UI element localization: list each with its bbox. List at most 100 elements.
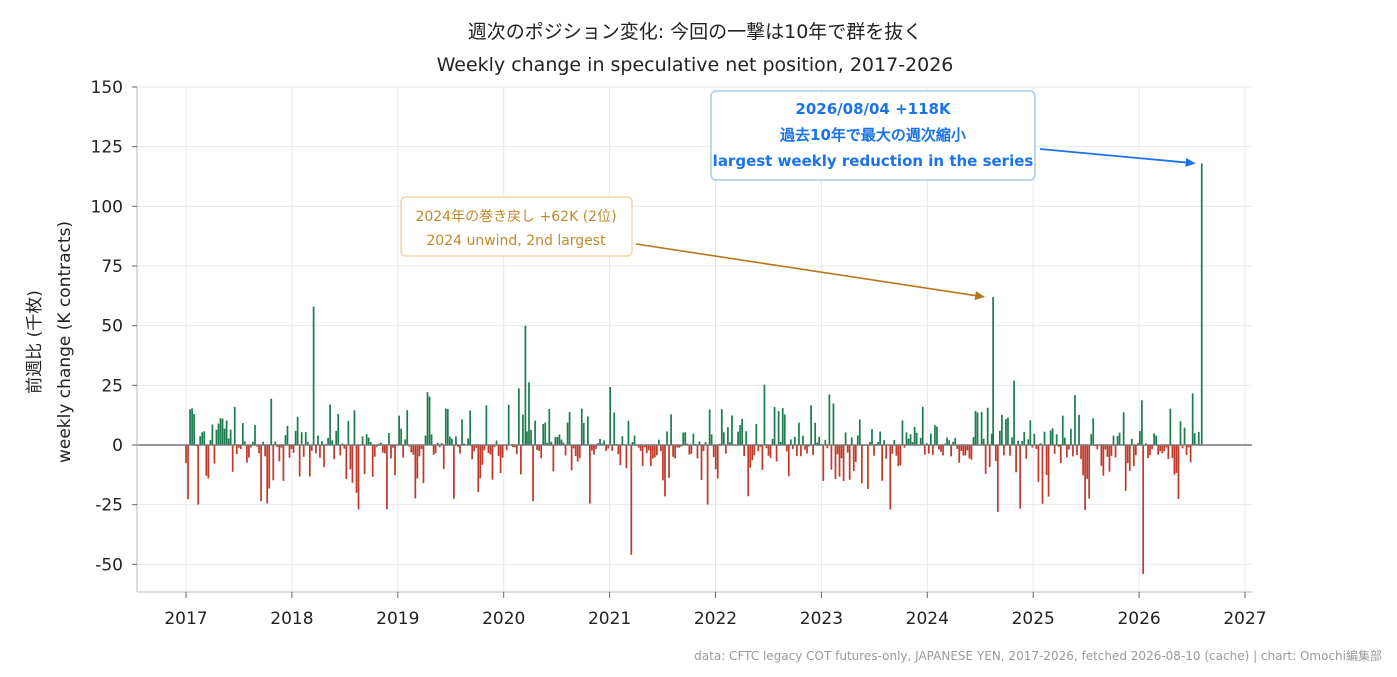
bar: [759, 445, 762, 447]
bar: [982, 438, 985, 445]
bar: [323, 445, 325, 468]
bar: [418, 445, 421, 457]
bar: [666, 431, 668, 445]
bar: [763, 384, 766, 445]
bar: [215, 429, 218, 445]
bar: [237, 445, 240, 448]
bar: [913, 426, 916, 445]
bar: [787, 445, 790, 477]
bar: [254, 425, 256, 445]
bar: [524, 325, 527, 445]
bar: [505, 445, 508, 451]
bar: [773, 407, 776, 445]
bar: [897, 445, 900, 467]
bar: [430, 434, 433, 445]
bar: [1019, 445, 1022, 509]
bar: [1161, 445, 1164, 454]
bar: [789, 439, 792, 445]
bar: [647, 445, 650, 451]
bar: [1051, 428, 1054, 445]
x-axis-ticks: 2017 2018 2019 2020 2021 2022 2023 2024 2025 2026…: [164, 592, 1267, 629]
bar: [331, 440, 333, 445]
bar: [203, 431, 206, 445]
bar: [950, 445, 953, 457]
bar: [1059, 445, 1062, 464]
bar: [729, 442, 731, 445]
bar: [1159, 445, 1162, 452]
bar: [400, 428, 402, 445]
bar: [725, 445, 727, 454]
bar: [1108, 445, 1111, 472]
bar: [1128, 445, 1131, 471]
bar: [270, 398, 273, 445]
bar: [708, 409, 711, 445]
bar: [860, 445, 863, 484]
bar: [649, 445, 652, 467]
bar: [873, 445, 875, 456]
bar: [858, 419, 861, 445]
bar: [424, 435, 427, 445]
bar: [1084, 445, 1086, 510]
bar: [785, 445, 788, 452]
bar: [956, 445, 959, 450]
bar: [1096, 445, 1099, 450]
bar-series: [185, 163, 1203, 574]
bar: [440, 442, 443, 445]
bar: [630, 445, 633, 555]
bar: [1169, 408, 1172, 445]
bar: [485, 405, 488, 445]
bar: [1049, 430, 1052, 445]
bar: [453, 445, 455, 499]
bar: [436, 442, 439, 445]
bar: [808, 445, 810, 447]
bar: [767, 445, 770, 456]
annotation-2026-arrowhead: [1185, 157, 1196, 167]
bar: [211, 424, 214, 445]
bar: [1078, 414, 1080, 445]
bar: [822, 445, 825, 481]
bar: [459, 445, 461, 454]
bar: [1009, 445, 1011, 456]
bar: [513, 445, 516, 448]
bar: [958, 445, 961, 463]
bar: [1110, 445, 1113, 456]
bar: [1177, 445, 1180, 500]
bar: [1130, 438, 1133, 445]
x-tick-label: 2023: [800, 609, 843, 629]
bar: [595, 445, 597, 449]
bar: [568, 412, 571, 445]
bar: [199, 436, 202, 445]
bar: [1179, 421, 1182, 445]
bar: [611, 445, 614, 451]
bar: [1112, 435, 1115, 445]
bar: [475, 445, 478, 448]
bar: [560, 439, 563, 445]
bar: [489, 445, 492, 455]
bar: [511, 445, 514, 448]
bar: [996, 445, 999, 512]
bar: [1011, 437, 1013, 445]
bar: [816, 442, 819, 445]
bar: [554, 437, 557, 445]
bar: [682, 432, 685, 445]
bar: [927, 445, 930, 454]
bar: [1031, 445, 1034, 448]
bar: [451, 438, 453, 445]
bar: [1005, 419, 1007, 445]
bar: [566, 422, 569, 445]
bar: [201, 432, 204, 445]
bar: [479, 445, 482, 479]
bar: [241, 423, 244, 445]
bar: [712, 445, 715, 457]
bar: [191, 408, 193, 445]
bar: [765, 445, 768, 449]
bar: [777, 410, 780, 445]
bar: [522, 414, 524, 445]
bar: [1068, 445, 1070, 450]
bar: [1074, 395, 1076, 445]
bar: [934, 425, 936, 445]
bar: [231, 445, 234, 472]
bar: [639, 445, 642, 451]
bar: [901, 420, 904, 445]
bar: [412, 445, 415, 455]
